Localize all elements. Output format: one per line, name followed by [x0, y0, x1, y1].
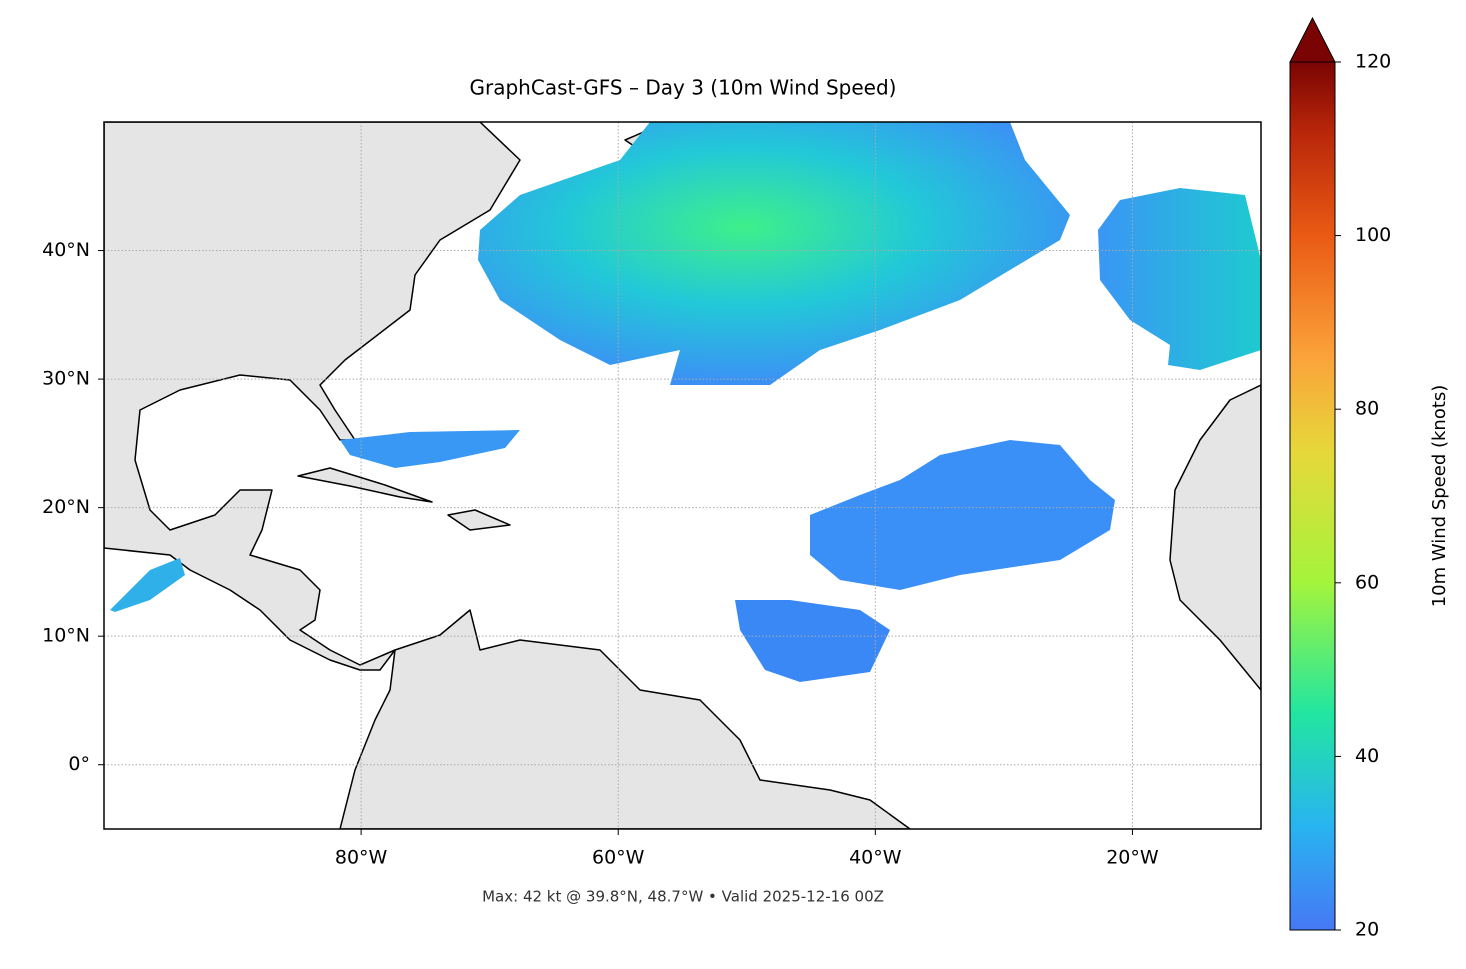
wind-field: [478, 122, 1070, 385]
wind-field: [1098, 188, 1261, 370]
africa: [1169, 384, 1261, 691]
x-tick-label: 60°W: [592, 847, 645, 869]
y-tick-label: 30°N: [42, 368, 90, 390]
wind-field: [110, 558, 185, 612]
title: GraphCast-GFS – Day 3 (10m Wind Speed): [470, 76, 897, 100]
wind-field: [810, 440, 1115, 590]
x-tick-label: 40°W: [849, 847, 902, 869]
colorbar-extend: [1289, 16, 1336, 63]
grid: [104, 122, 1261, 829]
hispaniola: [447, 509, 511, 531]
y-tick-label: 10°N: [42, 625, 90, 647]
colorbar-tick-label: 20: [1355, 919, 1379, 941]
footer: Max: 42 kt @ 39.8°N, 48.7°W • Valid 2025…: [482, 888, 884, 906]
y-tick-label: 40°N: [42, 239, 90, 261]
x-tick-label: 80°W: [335, 847, 388, 869]
wind-field: [735, 600, 890, 682]
wind-field: [340, 430, 520, 468]
cuba: [297, 467, 433, 503]
south-america: [339, 609, 911, 829]
colorbar-tick-label: 80: [1355, 398, 1379, 420]
y-tick-label: 0°: [68, 753, 90, 775]
north-america: [104, 122, 521, 671]
map-frame: [103, 121, 1262, 830]
colorbar-tick-label: 100: [1355, 224, 1391, 246]
map: [104, 122, 1261, 829]
colorbar: [1289, 61, 1336, 931]
colorbar-tick-label: 60: [1355, 571, 1379, 593]
x-tick-label: 20°W: [1106, 847, 1159, 869]
colorbar-label: 10m Wind Speed (knots): [1429, 385, 1450, 608]
colorbar-tick-label: 40: [1355, 745, 1379, 767]
colorbar-tick-label: 120: [1355, 51, 1391, 73]
y-tick-label: 20°N: [42, 496, 90, 518]
